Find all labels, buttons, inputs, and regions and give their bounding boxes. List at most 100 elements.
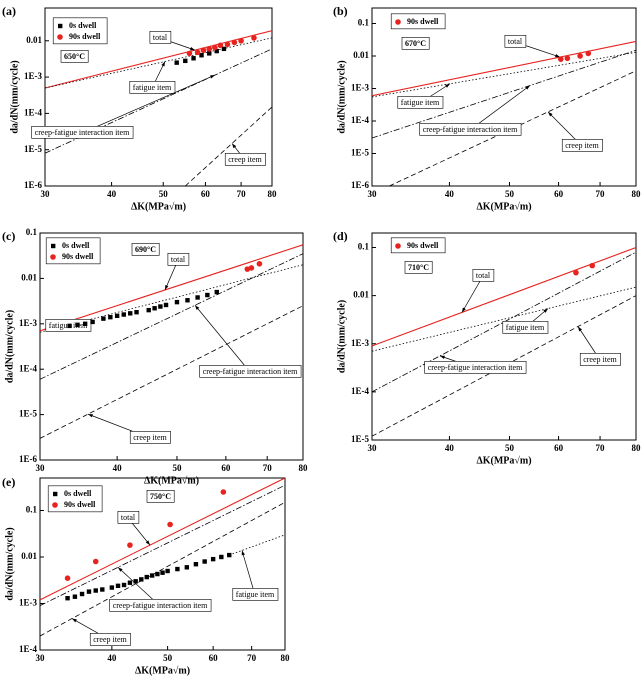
label-box xyxy=(31,126,134,139)
lines xyxy=(40,244,303,439)
x-tick-label: 30 xyxy=(41,189,51,199)
arrow-head xyxy=(241,550,245,556)
label-box xyxy=(472,269,495,282)
x-tick-label: 80 xyxy=(632,189,642,199)
annotation: total xyxy=(508,37,523,46)
point xyxy=(127,580,133,585)
x-tick-label: 70 xyxy=(263,463,273,473)
legend-box xyxy=(390,13,446,30)
x-tick-label: 80 xyxy=(299,463,309,473)
arrow-head xyxy=(118,567,123,572)
point xyxy=(121,582,127,588)
x-tick-label: 80 xyxy=(268,189,278,199)
point xyxy=(133,579,138,584)
point xyxy=(101,316,106,321)
temperature: 750°C xyxy=(150,492,171,501)
x-axis-label: ΔK(MPa√m) xyxy=(144,475,199,486)
point xyxy=(92,558,99,565)
y-tick-label: 0.1 xyxy=(358,18,370,28)
annotation: total xyxy=(171,255,186,264)
point xyxy=(256,260,263,267)
curve xyxy=(45,37,272,89)
legend-marker xyxy=(53,491,58,497)
arrow-head xyxy=(165,284,169,290)
label-box xyxy=(60,50,89,63)
arrow xyxy=(194,305,251,373)
plot-frame xyxy=(371,7,637,187)
lines xyxy=(372,246,636,437)
point xyxy=(127,542,133,548)
plot-frame xyxy=(39,477,286,651)
curve xyxy=(40,253,303,380)
label-box xyxy=(199,365,302,378)
x-tick-label: 70 xyxy=(596,443,606,453)
label-box xyxy=(149,31,172,44)
point xyxy=(82,321,88,326)
label-box xyxy=(167,253,190,266)
y-tick-label: 0.1 xyxy=(26,227,38,237)
x-axis-label: ΔK(MPa√m) xyxy=(476,201,531,212)
x-axis-label: ΔK(MPa√m) xyxy=(135,665,190,676)
curve xyxy=(372,49,636,139)
y-tick-label: 0.01 xyxy=(353,50,369,60)
x-tick-label: 50 xyxy=(163,653,173,663)
label-box xyxy=(502,321,549,334)
point xyxy=(184,565,190,570)
y-tick-label: 1E-4 xyxy=(19,644,38,654)
arrow-head xyxy=(578,326,583,332)
point xyxy=(93,588,98,593)
point xyxy=(64,575,71,582)
point xyxy=(238,37,244,44)
point xyxy=(167,521,173,528)
x-tick-label: 80 xyxy=(632,443,642,453)
x-tick-label: 50 xyxy=(159,189,169,199)
x-tick-label: 80 xyxy=(281,653,291,663)
point xyxy=(205,292,210,298)
annotation: creep-fatigue interaction item xyxy=(423,125,518,134)
point xyxy=(573,269,579,276)
point xyxy=(90,319,95,325)
arrow-head xyxy=(548,111,553,117)
curve xyxy=(40,305,303,439)
legend-marker xyxy=(50,254,56,260)
curve xyxy=(45,48,272,154)
point xyxy=(109,585,115,590)
x-axis-label: ΔK(MPa√m) xyxy=(131,201,186,212)
annotation: creep-fatigue interaction item xyxy=(35,128,130,137)
x-tick-label: 50 xyxy=(505,443,515,453)
point xyxy=(149,573,155,578)
point xyxy=(67,323,72,329)
annotation: fatigue item xyxy=(506,323,545,332)
legend-box xyxy=(390,237,446,254)
panel: (c) 30 40 50 60 70 80 1E-6 1E-5 1E-4 1E-3 0.01 0.1 ΔK… xyxy=(2,227,308,486)
legend-label: 0s dwell xyxy=(69,21,97,30)
point xyxy=(577,53,583,59)
legend-marker xyxy=(395,243,401,249)
point xyxy=(163,302,169,308)
arrow-head xyxy=(232,143,237,149)
label-box xyxy=(504,35,527,48)
arrow xyxy=(461,275,484,313)
point xyxy=(248,265,255,271)
curve xyxy=(229,534,285,556)
arrow xyxy=(469,85,531,131)
legend-label: 90s dwell xyxy=(407,17,439,26)
legend-label: 0s dwell xyxy=(62,241,90,250)
arrow-head xyxy=(88,414,93,418)
x-tick-label: 30 xyxy=(368,189,378,199)
point xyxy=(224,41,231,48)
label-box xyxy=(404,261,433,274)
x-tick-label: 60 xyxy=(554,189,564,199)
y-tick-label: 1E-4 xyxy=(19,363,38,373)
y-axis-label: da/dN(mm/cycle) xyxy=(336,60,347,133)
point xyxy=(160,570,165,575)
temperature: 670°C xyxy=(405,39,426,48)
legend-marker xyxy=(58,23,63,29)
y-tick-label: 1E-5 xyxy=(351,434,370,444)
panel: (a) 30 40 50 60 70 80 1E-6 1E-5 1E-4 1E-3 0.01 ΔK(MP… xyxy=(2,4,277,213)
arrow xyxy=(81,74,216,134)
point xyxy=(191,56,196,61)
annotation: creep item xyxy=(228,155,262,164)
point xyxy=(564,55,571,62)
